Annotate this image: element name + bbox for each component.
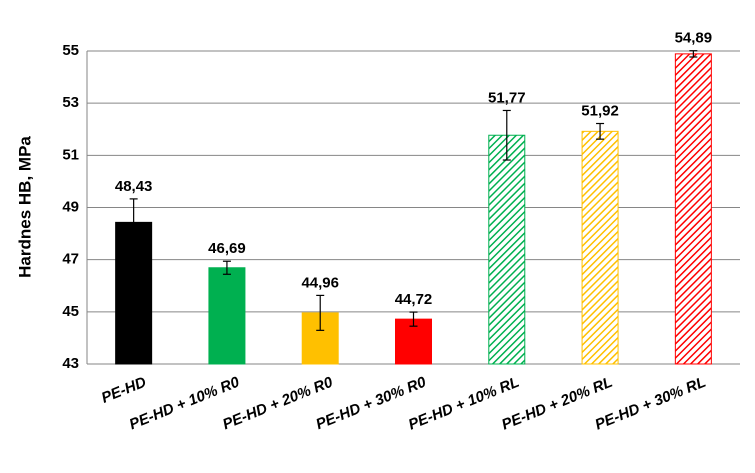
- y-tick-label: 55: [62, 42, 79, 59]
- y-tick-label: 51: [62, 146, 79, 163]
- y-tick-label: 45: [62, 303, 79, 320]
- bar: [581, 130, 619, 365]
- error-bar: [129, 198, 138, 247]
- value-label: 44,96: [301, 274, 339, 291]
- value-label: 51,77: [488, 89, 526, 106]
- y-tick-label: 47: [62, 251, 79, 268]
- value-label: 54,89: [675, 30, 713, 47]
- value-label: 46,69: [208, 240, 246, 257]
- bar: [208, 267, 246, 365]
- bar: [395, 318, 432, 365]
- error-bar: [316, 294, 325, 331]
- bar: [674, 53, 712, 365]
- value-label: 48,43: [115, 178, 153, 195]
- bar: [488, 134, 526, 365]
- error-bar: [222, 260, 231, 275]
- value-label: 44,72: [395, 291, 433, 308]
- error-bar: [596, 122, 605, 140]
- y-axis-label: Hardnes HB, MPa: [15, 136, 34, 278]
- value-label: 51,92: [581, 102, 619, 119]
- error-bar: [689, 50, 698, 58]
- error-bar: [409, 311, 418, 327]
- y-tick-label: 49: [62, 198, 79, 215]
- x-tick-label: PE-HD: [99, 374, 149, 407]
- y-tick-label: 43: [62, 355, 79, 372]
- error-bar: [502, 109, 511, 161]
- y-tick-label: 53: [62, 94, 79, 111]
